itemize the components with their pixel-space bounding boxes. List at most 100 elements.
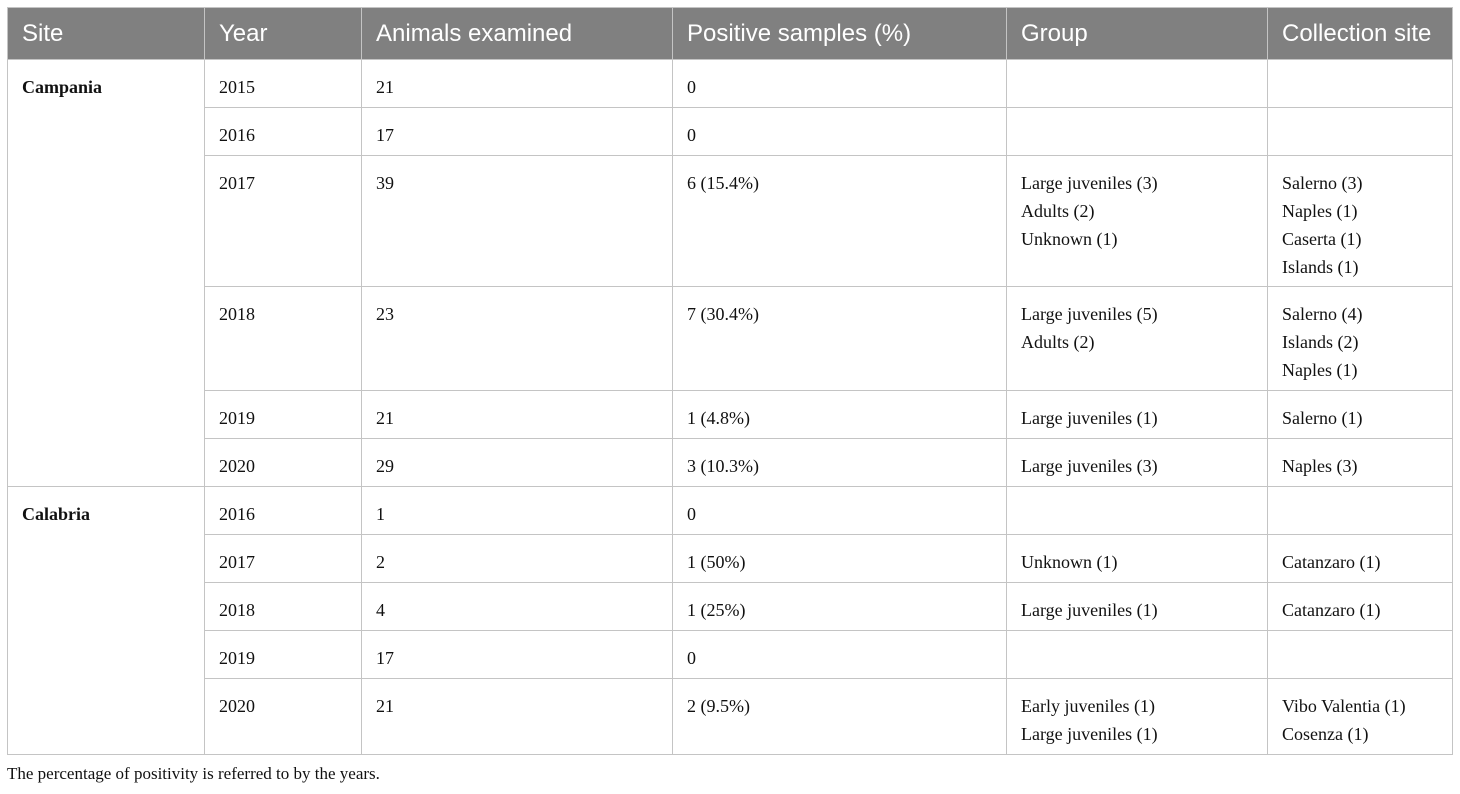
header-collection-site: Collection site: [1267, 7, 1453, 60]
collection-cell: Catanzaro (1): [1267, 582, 1453, 631]
collection-entry: Salerno (1): [1282, 408, 1363, 428]
year-cell: 2018: [204, 286, 362, 391]
collection-entry: Naples (1): [1282, 360, 1358, 380]
collection-cell: Catanzaro (1): [1267, 534, 1453, 583]
positive-cell: 3 (10.3%): [672, 438, 1007, 487]
collection-entry: Salerno (4): [1282, 304, 1363, 324]
table-row: 2019 17 0: [8, 630, 1453, 679]
group-cell: Large juveniles (5) Adults (2): [1006, 286, 1268, 391]
group-cell: Unknown (1): [1006, 534, 1268, 583]
animals-cell: 29: [361, 438, 673, 487]
year-cell: 2016: [204, 486, 362, 535]
collection-entry: Cosenza (1): [1282, 724, 1369, 744]
table-body: Campania 2015 21 0 2016 17 0 2017 39 6 (15.4%) Lar…: [7, 59, 1453, 755]
positive-cell: 7 (30.4%): [672, 286, 1007, 391]
year-cell: 2015: [204, 59, 362, 108]
group-cell: [1006, 630, 1268, 679]
group-cell: [1006, 59, 1268, 108]
collection-cell: Salerno (1): [1267, 390, 1453, 439]
table-row: Calabria 2016 1 0: [7, 486, 1453, 755]
animals-cell: 2: [361, 534, 673, 583]
year-cell: 2018: [204, 582, 362, 631]
collection-entry: Islands (2): [1282, 332, 1359, 352]
table-row: 2019 21 1 (4.8%) Large juveniles (1) Salerno…: [8, 390, 1453, 439]
animals-cell: 21: [361, 59, 673, 108]
table-row: 2020 29 3 (10.3%) Large juveniles (3) Naples…: [8, 438, 1453, 487]
animals-cell: 4: [361, 582, 673, 631]
header-site: Site: [7, 7, 205, 60]
group-cell: [1006, 486, 1268, 535]
collection-cell: Salerno (4) Islands (2) Naples (1): [1267, 286, 1453, 391]
collection-cell: [1267, 486, 1453, 535]
header-animals-examined: Animals examined: [361, 7, 673, 60]
group-entry: Large juveniles (3): [1021, 456, 1158, 476]
year-cell: 2019: [204, 630, 362, 679]
table-row: Campania 2015 21 0: [7, 59, 1453, 487]
animals-cell: 17: [361, 107, 673, 156]
group-cell: Large juveniles (3) Adults (2) Unknown (1): [1006, 155, 1268, 287]
animals-cell: 39: [361, 155, 673, 287]
group-entry: Large juveniles (1): [1021, 408, 1158, 428]
group-entry: Large juveniles (1): [1021, 600, 1158, 620]
positive-cell: 1 (50%): [672, 534, 1007, 583]
group-entry: Unknown (1): [1021, 552, 1118, 572]
header-year: Year: [204, 7, 362, 60]
header-group: Group: [1006, 7, 1268, 60]
positive-cell: 6 (15.4%): [672, 155, 1007, 287]
positive-cell: 2 (9.5%): [672, 678, 1007, 755]
year-cell: 2017: [204, 155, 362, 287]
table-row: 2018 23 7 (30.4%) Large juveniles (5) Adults…: [8, 286, 1453, 391]
table-row: 2020 21 2 (9.5%) Early juveniles (1) Large j…: [8, 678, 1453, 755]
header-row: Site Year Animals examined Positive samp…: [7, 7, 1453, 60]
animals-cell: 21: [361, 678, 673, 755]
group-entry: Large juveniles (1): [1021, 724, 1158, 744]
collection-cell: Salerno (3) Naples (1) Caserta (1) Islands …: [1267, 155, 1453, 287]
collection-entry: Naples (3): [1282, 456, 1358, 476]
site-cell: Calabria: [7, 486, 205, 755]
group-cell: Early juveniles (1) Large juveniles (1): [1006, 678, 1268, 755]
year-cell: 2016: [204, 107, 362, 156]
year-cell: 2019: [204, 390, 362, 439]
collection-entry: Caserta (1): [1282, 229, 1362, 249]
positive-cell: 1 (25%): [672, 582, 1007, 631]
group-cell: Large juveniles (3): [1006, 438, 1268, 487]
group-entry: Early juveniles (1): [1021, 696, 1155, 716]
animals-cell: 1: [361, 486, 673, 535]
group-cell: Large juveniles (1): [1006, 582, 1268, 631]
positive-cell: 0: [672, 59, 1007, 108]
collection-entry: Islands (1): [1282, 257, 1359, 277]
collection-entry: Catanzaro (1): [1282, 552, 1381, 572]
results-table: Site Year Animals examined Positive samp…: [7, 7, 1453, 755]
group-entry: Large juveniles (5): [1021, 304, 1158, 324]
positive-cell: 0: [672, 107, 1007, 156]
group-entry: Adults (2): [1021, 201, 1095, 221]
table-row: 2018 4 1 (25%) Large juveniles (1) Catanzaro…: [8, 582, 1453, 631]
collection-entry: Vibo Valentia (1): [1282, 696, 1406, 716]
collection-cell: Vibo Valentia (1) Cosenza (1): [1267, 678, 1453, 755]
collection-entry: Naples (1): [1282, 201, 1358, 221]
collection-entry: Catanzaro (1): [1282, 600, 1381, 620]
collection-entry: Salerno (3): [1282, 173, 1363, 193]
animals-cell: 23: [361, 286, 673, 391]
year-cell: 2020: [204, 678, 362, 755]
group-cell: Large juveniles (1): [1006, 390, 1268, 439]
positive-cell: 1 (4.8%): [672, 390, 1007, 439]
group-entry: Large juveniles (3): [1021, 173, 1158, 193]
table-row: 2016 17 0: [8, 107, 1453, 156]
positive-cell: 0: [672, 630, 1007, 679]
table-row: 2017 39 6 (15.4%) Large juveniles (3) Adults…: [8, 155, 1453, 287]
table-footnote: The percentage of positivity is referred…: [7, 764, 380, 783]
year-cell: 2017: [204, 534, 362, 583]
positive-cell: 0: [672, 486, 1007, 535]
collection-cell: [1267, 630, 1453, 679]
animals-cell: 21: [361, 390, 673, 439]
animals-cell: 17: [361, 630, 673, 679]
group-cell: [1006, 107, 1268, 156]
header-positive-samples: Positive samples (%): [672, 7, 1007, 60]
group-entry: Adults (2): [1021, 332, 1095, 352]
site-cell: Campania: [7, 59, 205, 487]
collection-cell: Naples (3): [1267, 438, 1453, 487]
year-cell: 2020: [204, 438, 362, 487]
collection-cell: [1267, 107, 1453, 156]
group-entry: Unknown (1): [1021, 229, 1118, 249]
